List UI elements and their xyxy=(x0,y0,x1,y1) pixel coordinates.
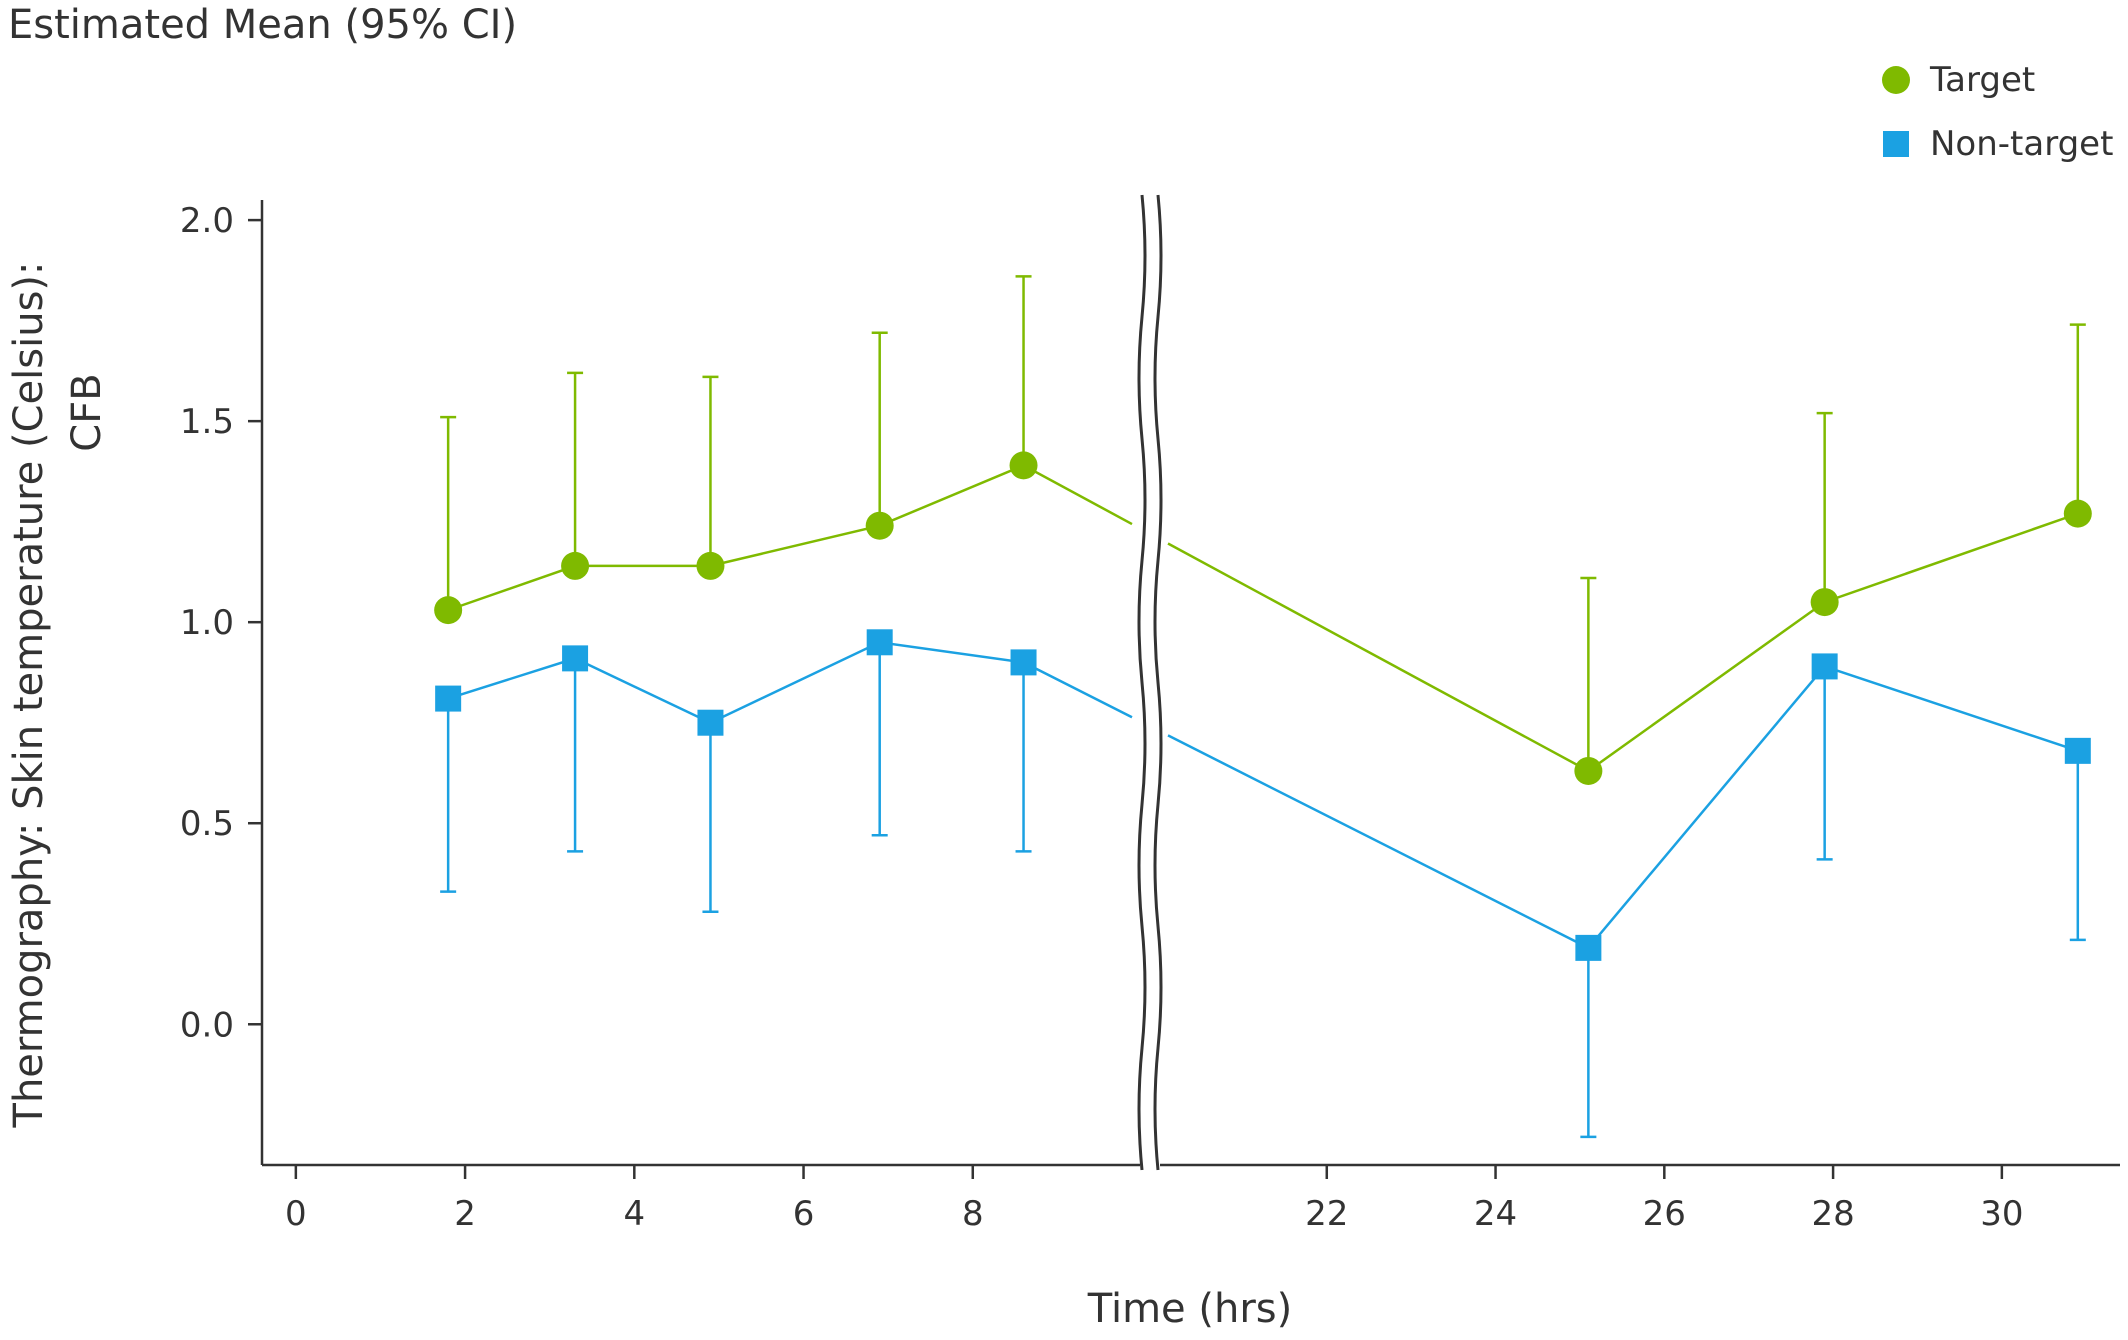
data-point-non-target xyxy=(1010,649,1037,676)
axis-break-line-right xyxy=(1153,194,1163,1171)
data-point-non-target xyxy=(1575,934,1602,961)
x-tick-label: 30 xyxy=(1980,1194,2023,1234)
x-tick-label: 28 xyxy=(1811,1194,1854,1234)
legend-marker-non-target xyxy=(1883,131,1909,157)
x-tick-label: 4 xyxy=(623,1194,645,1234)
data-point-non-target xyxy=(435,685,462,712)
data-point-non-target xyxy=(866,629,893,656)
series-line-non-target-left xyxy=(447,641,1133,725)
x-tick-label: 0 xyxy=(285,1194,307,1234)
data-point-target xyxy=(865,511,894,540)
data-point-target xyxy=(2063,499,2092,528)
x-tick-label: 8 xyxy=(962,1194,984,1234)
data-point-target xyxy=(1810,588,1839,617)
data-point-target xyxy=(1574,756,1603,785)
y-tick-label: 0.5 xyxy=(180,804,234,844)
legend-item-non-target: Non-target xyxy=(1880,112,2113,176)
series-line-target-left xyxy=(447,463,1133,612)
y-tick-label: 2.0 xyxy=(180,201,234,241)
data-point-non-target xyxy=(2064,737,2091,764)
data-point-target xyxy=(561,551,590,580)
y-tick-label: 0.0 xyxy=(180,1005,234,1045)
data-point-target xyxy=(1009,451,1038,480)
legend: Target Non-target xyxy=(1880,48,2113,176)
y-axis-title-line-2: CFB xyxy=(64,373,110,451)
x-tick-label: 6 xyxy=(793,1194,815,1234)
x-tick-label: 26 xyxy=(1643,1194,1686,1234)
legend-marker-target xyxy=(1882,66,1910,94)
legend-item-target: Target xyxy=(1880,48,2113,112)
data-point-target xyxy=(434,596,463,625)
chart-title: Estimated Mean (95% CI) xyxy=(8,2,518,48)
series-line-target-right xyxy=(1167,512,2079,773)
legend-label-non-target: Non-target xyxy=(1930,124,2114,164)
y-tick-label: 1.0 xyxy=(180,603,234,643)
y-tick-label: 1.5 xyxy=(180,402,234,442)
data-point-non-target xyxy=(697,709,724,736)
data-point-target xyxy=(696,551,725,580)
data-point-non-target xyxy=(1811,653,1838,680)
axis-break-gap xyxy=(1140,195,1160,1170)
data-point-non-target xyxy=(562,645,589,672)
x-axis-title: Time (hrs) xyxy=(1087,1286,1292,1332)
series-line-non-target-right xyxy=(1167,664,2079,950)
legend-label-target: Target xyxy=(1930,60,2036,100)
x-tick-label: 24 xyxy=(1474,1194,1517,1234)
x-tick-label: 2 xyxy=(454,1194,476,1234)
axis-break-line-left xyxy=(1137,194,1147,1171)
y-axis-title-line-1: Thermography: Skin temperature (Celsius)… xyxy=(6,262,52,1129)
x-tick-label: 22 xyxy=(1305,1194,1348,1234)
